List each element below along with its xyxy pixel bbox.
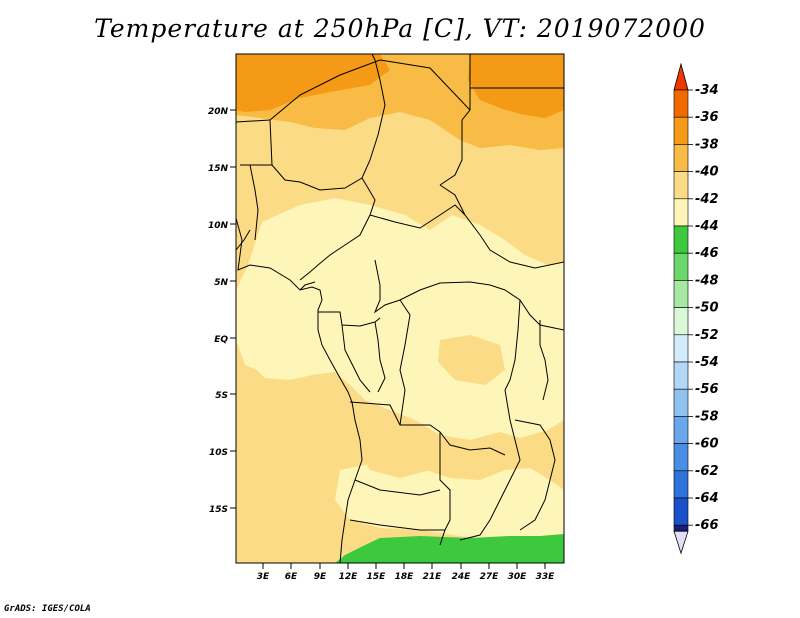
lon-tick: 24E [452, 563, 472, 582]
lon-axis: 3E 6E 9E 12E 15E 18E 21E 24E 27E 30E 33E [257, 563, 555, 582]
lon-label: 27E [480, 572, 500, 582]
lon-tick: 33E [536, 563, 556, 582]
colorbar-label: -52 [695, 328, 719, 343]
lon-tick: 12E [339, 563, 359, 582]
colorbar-top-arrow [673, 62, 689, 91]
lon-label: 21E [423, 572, 443, 582]
colorbar-bottom-arrow [673, 530, 689, 555]
colorbar-label: -44 [695, 219, 719, 234]
colorbar-swatch [673, 307, 689, 336]
colorbar-swatch [673, 416, 689, 444]
lat-tick: 20N [208, 107, 236, 117]
colorbar-swatch [673, 198, 689, 227]
lon-tick: 6E [285, 563, 298, 582]
colorbar-swatch [673, 89, 689, 118]
lat-label: 15S [209, 505, 228, 515]
lat-label: 15N [208, 164, 229, 174]
chart-title: Temperature at 250hPa [C], VT: 201907200… [94, 14, 706, 43]
field-cool-west [236, 290, 300, 372]
lon-tick: 18E [395, 563, 415, 582]
colorbar-label: -36 [695, 110, 719, 125]
colorbar-swatch [673, 280, 689, 308]
lon-label: 15E [367, 572, 387, 582]
lon-label: 6E [285, 572, 298, 582]
colorbar-swatch [673, 497, 689, 526]
map-plot-area [236, 54, 564, 563]
map-frame [235, 53, 565, 564]
colorbar-label: -62 [695, 464, 719, 479]
colorbar-label: -60 [695, 437, 719, 452]
lon-tick: 9E [314, 563, 327, 582]
lon-tick: 15E [367, 563, 387, 582]
colorbar-swatch [673, 225, 689, 254]
colorbar-swatch [673, 443, 689, 472]
lon-tick: 21E [423, 563, 443, 582]
colorbar-swatch [673, 524, 689, 532]
grads-credit: GrADS: IGES/COLA [4, 604, 91, 614]
colorbar-swatch [673, 116, 689, 145]
lat-tick: EQ [214, 335, 236, 345]
field-northeast-warm [468, 54, 564, 118]
colorbar-label: -54 [695, 355, 719, 370]
colorbar-swatch [673, 361, 689, 390]
lat-tick: 10S [209, 448, 236, 458]
colorbar-swatch [673, 470, 689, 499]
lat-tick: 10N [208, 221, 236, 231]
colorbar-label: -64 [695, 491, 719, 506]
lon-tick: 30E [508, 563, 528, 582]
coastlines [236, 54, 564, 563]
lat-tick: 5N [214, 278, 236, 288]
field-green-band [335, 534, 564, 563]
lon-label: 30E [508, 572, 528, 582]
field-warm-patch-1 [238, 385, 335, 475]
colorbar-label: -56 [695, 382, 719, 397]
colorbar-label: -58 [695, 409, 719, 424]
lat-tick: 15S [209, 505, 236, 515]
colorbar-swatch [673, 144, 689, 172]
colorbar-label: -46 [695, 246, 719, 261]
lat-label: 5N [214, 278, 228, 288]
lat-label: EQ [214, 335, 228, 345]
field-warm-patch-2 [438, 335, 505, 385]
lon-label: 12E [339, 572, 359, 582]
lon-tick: 27E [480, 563, 500, 582]
lat-tick: 15N [208, 164, 236, 174]
colorbar-label: -42 [695, 192, 719, 207]
lat-label: 20N [208, 107, 229, 117]
colorbar-label: -66 [695, 518, 719, 533]
colorbar-label: -34 [695, 83, 719, 98]
colorbar-label: -40 [695, 165, 719, 180]
lon-label: 33E [536, 572, 556, 582]
colorbar-label: -38 [695, 137, 719, 152]
lon-label: 18E [395, 572, 415, 582]
field-warm-patch-3 [355, 420, 430, 478]
lon-label: 24E [452, 572, 472, 582]
colorbar-swatch [673, 388, 689, 417]
lon-label: 3E [257, 572, 270, 582]
lat-label: 5S [215, 391, 228, 401]
colorbar-label: -48 [695, 273, 719, 288]
lat-axis: 20N 15N 10N 5N EQ 5S 10S 15S [208, 107, 236, 515]
colorbar-label: -50 [695, 301, 719, 316]
field-north-warm [236, 54, 390, 112]
colorbar-swatch [673, 171, 689, 200]
lat-tick: 5S [215, 391, 236, 401]
colorbar-legend: -34 -36 -38 -40 -42 -44 -46 -48 -50 -52 -54 -56 -58 -… [673, 62, 719, 555]
lon-tick: 3E [257, 563, 270, 582]
lat-label: 10S [209, 448, 228, 458]
lat-label: 10N [208, 221, 229, 231]
colorbar-swatch [673, 334, 689, 363]
colorbar-swatch [673, 252, 689, 281]
lon-label: 9E [314, 572, 327, 582]
